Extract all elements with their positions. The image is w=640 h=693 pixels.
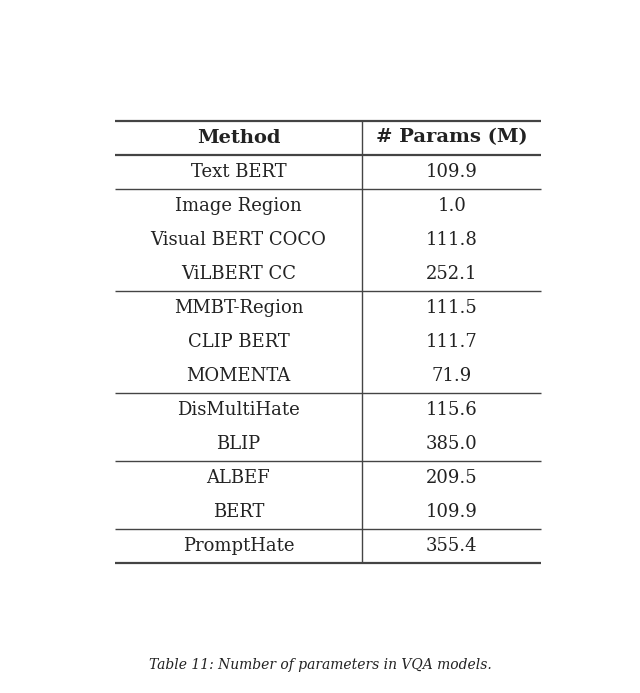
Text: 115.6: 115.6 bbox=[426, 401, 477, 419]
Text: Method: Method bbox=[196, 128, 280, 146]
Text: 111.7: 111.7 bbox=[426, 333, 477, 351]
Text: ALBEF: ALBEF bbox=[207, 469, 270, 487]
Text: 111.8: 111.8 bbox=[426, 231, 477, 249]
Text: PromptHate: PromptHate bbox=[182, 537, 294, 555]
Text: ViLBERT CC: ViLBERT CC bbox=[181, 265, 296, 283]
Text: 109.9: 109.9 bbox=[426, 503, 477, 521]
Text: MMBT-Region: MMBT-Region bbox=[173, 299, 303, 317]
Text: Image Region: Image Region bbox=[175, 197, 302, 215]
Text: BERT: BERT bbox=[212, 503, 264, 521]
Text: 385.0: 385.0 bbox=[426, 435, 477, 453]
Text: 252.1: 252.1 bbox=[426, 265, 477, 283]
Text: DisMultiHate: DisMultiHate bbox=[177, 401, 300, 419]
Text: Visual BERT COCO: Visual BERT COCO bbox=[150, 231, 326, 249]
Text: 209.5: 209.5 bbox=[426, 469, 477, 487]
Text: Text BERT: Text BERT bbox=[191, 163, 286, 181]
Text: Table 11: Number of parameters in VQA models.: Table 11: Number of parameters in VQA mo… bbox=[148, 658, 492, 672]
Text: BLIP: BLIP bbox=[216, 435, 260, 453]
Text: 1.0: 1.0 bbox=[437, 197, 466, 215]
Text: 355.4: 355.4 bbox=[426, 537, 477, 555]
Text: 111.5: 111.5 bbox=[426, 299, 477, 317]
Text: 71.9: 71.9 bbox=[431, 367, 472, 385]
Text: # Params (M): # Params (M) bbox=[376, 128, 527, 146]
Text: MOMENTA: MOMENTA bbox=[186, 367, 291, 385]
Text: 109.9: 109.9 bbox=[426, 163, 477, 181]
Text: CLIP BERT: CLIP BERT bbox=[188, 333, 289, 351]
